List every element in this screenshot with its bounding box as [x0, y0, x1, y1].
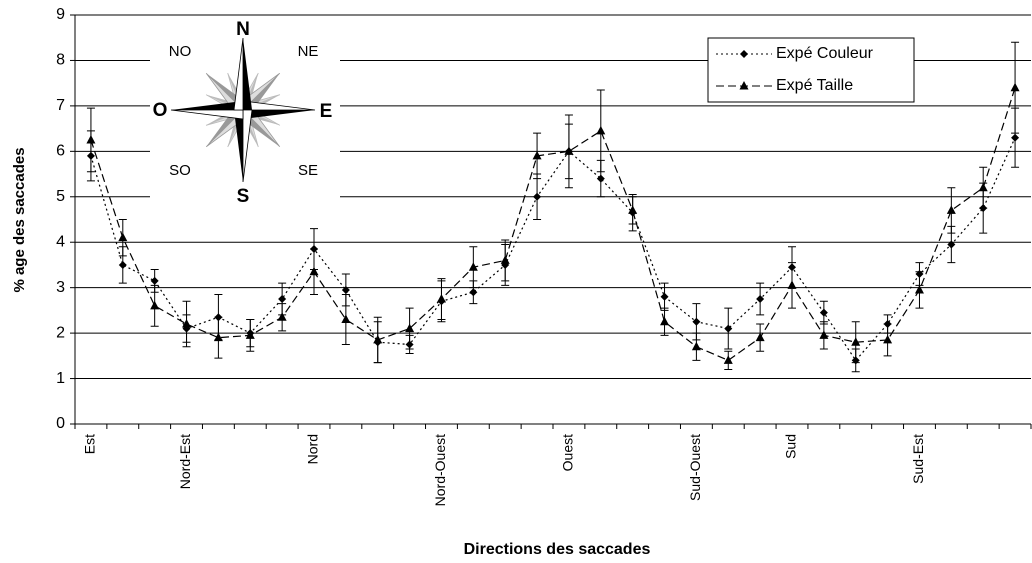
- compass-label: NE: [298, 43, 319, 60]
- legend-box: [707, 37, 915, 103]
- marker: [724, 324, 733, 333]
- marker: [500, 255, 510, 264]
- marker: [947, 240, 956, 249]
- marker: [245, 330, 255, 339]
- marker: [851, 337, 861, 346]
- compass-point: [243, 38, 252, 110]
- legend-label: Expé Taille: [776, 77, 853, 94]
- x-tick-label: Nord-Est: [177, 434, 193, 489]
- compass-label: O: [153, 100, 168, 121]
- marker: [468, 262, 478, 271]
- marker: [118, 232, 128, 242]
- marker: [756, 295, 765, 304]
- marker: [564, 146, 574, 155]
- y-tick-label: 6: [56, 143, 65, 160]
- compass-point: [171, 101, 243, 110]
- marker: [883, 334, 893, 344]
- marker: [182, 319, 192, 328]
- marker: [628, 205, 638, 214]
- compass-label: N: [236, 19, 250, 40]
- y-tick-label: 1: [56, 370, 65, 387]
- marker: [660, 292, 669, 301]
- x-tick-label: Sud-Est: [910, 434, 926, 484]
- y-tick-label: 7: [56, 97, 65, 114]
- marker: [150, 300, 160, 310]
- marker: [213, 332, 223, 342]
- compass-point: [170, 109, 244, 120]
- marker: [86, 134, 96, 144]
- compass-label: SE: [298, 162, 318, 179]
- y-tick-label: 2: [56, 324, 65, 341]
- compass-point: [233, 37, 244, 111]
- marker: [341, 314, 351, 323]
- marker: [1010, 82, 1020, 92]
- marker: [692, 317, 701, 326]
- compass-point: [234, 110, 243, 182]
- marker: [978, 182, 988, 192]
- marker: [278, 295, 287, 304]
- y-axis-title: % age des saccades: [11, 147, 28, 292]
- marker: [309, 266, 319, 276]
- compass-label: S: [237, 186, 250, 207]
- legend: Expé Couleur Expé Taille: [707, 37, 915, 103]
- marker: [946, 205, 956, 214]
- x-tick-label: Sud: [783, 434, 799, 459]
- legend-marker: [739, 81, 749, 90]
- marker: [691, 341, 701, 351]
- x-tick-label: Sud-Ouest: [687, 434, 703, 501]
- x-tick-label: Ouest: [560, 434, 576, 471]
- marker: [596, 174, 605, 183]
- compass-label: SO: [169, 162, 191, 179]
- marker: [150, 276, 159, 285]
- legend-marker: [740, 50, 748, 58]
- marker: [533, 192, 542, 201]
- y-tick-label: 0: [56, 415, 65, 432]
- marker: [436, 294, 446, 303]
- series-line: [90, 87, 1016, 362]
- y-tick-label: 4: [56, 233, 65, 250]
- marker: [819, 330, 829, 339]
- marker: [373, 334, 383, 344]
- marker: [596, 125, 606, 135]
- compass-point: [243, 110, 315, 119]
- y-tick-label: 8: [56, 52, 65, 69]
- marker: [469, 288, 478, 297]
- legend-label: Expé Couleur: [776, 45, 874, 62]
- y-tick-label: 9: [56, 6, 65, 23]
- marker: [277, 312, 287, 321]
- y-tick-label: 5: [56, 188, 65, 205]
- marker: [341, 285, 350, 294]
- marker: [723, 355, 733, 364]
- marker: [819, 308, 828, 317]
- compass-label: NO: [169, 43, 192, 60]
- x-tick-label: Nord-Ouest: [432, 434, 448, 506]
- marker: [405, 323, 415, 333]
- y-tick-label: 3: [56, 279, 65, 296]
- x-axis-title: Directions des saccades: [464, 541, 651, 558]
- marker: [787, 280, 797, 289]
- series-line: [90, 137, 1016, 362]
- marker: [660, 316, 670, 326]
- compass-label: E: [320, 101, 333, 122]
- x-tick-label: Est: [82, 434, 98, 454]
- marker: [1011, 133, 1020, 142]
- marker: [914, 284, 924, 294]
- marker: [118, 260, 127, 269]
- marker: [755, 332, 765, 342]
- x-tick-label: Nord: [305, 434, 321, 464]
- marker: [532, 150, 542, 160]
